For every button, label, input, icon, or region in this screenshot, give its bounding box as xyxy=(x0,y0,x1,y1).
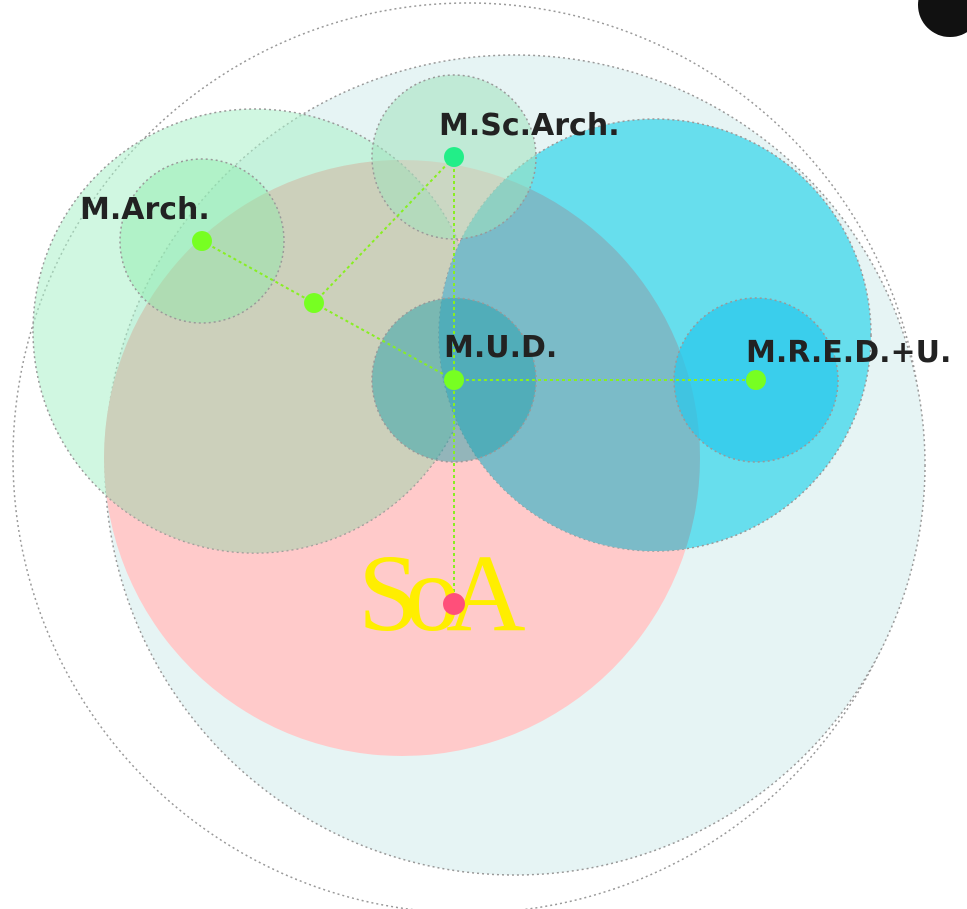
link xyxy=(313,156,455,304)
corner-button[interactable] xyxy=(918,0,967,37)
root-node[interactable] xyxy=(443,593,465,615)
node-dot[interactable] xyxy=(444,147,464,167)
node-label: M.Arch. xyxy=(80,192,210,227)
node-label: M.Sc.Arch. xyxy=(439,108,620,143)
node-label: M.R.E.D.+U. xyxy=(746,335,951,370)
hub-dot[interactable] xyxy=(304,293,324,313)
logo: SoA xyxy=(358,532,525,654)
link xyxy=(313,302,455,381)
blue-overlay xyxy=(439,160,700,551)
tan-overlay xyxy=(104,160,477,553)
node-dot[interactable] xyxy=(746,370,766,390)
node-label: M.U.D. xyxy=(444,330,557,365)
node-dot[interactable] xyxy=(444,370,464,390)
node-dot[interactable] xyxy=(192,231,212,251)
